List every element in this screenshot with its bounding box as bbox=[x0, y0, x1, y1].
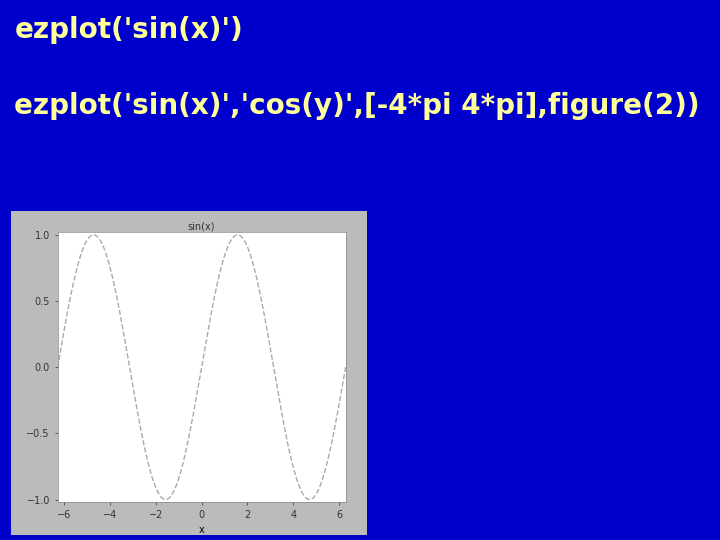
Title: sin(x): sin(x) bbox=[188, 221, 215, 232]
X-axis label: x: x bbox=[199, 525, 204, 535]
Text: ezplot('sin(x)'): ezplot('sin(x)') bbox=[14, 16, 243, 44]
Text: ezplot('sin(x)','cos(y)',[-4*pi 4*pi],figure(2)): ezplot('sin(x)','cos(y)',[-4*pi 4*pi],fi… bbox=[14, 92, 700, 120]
